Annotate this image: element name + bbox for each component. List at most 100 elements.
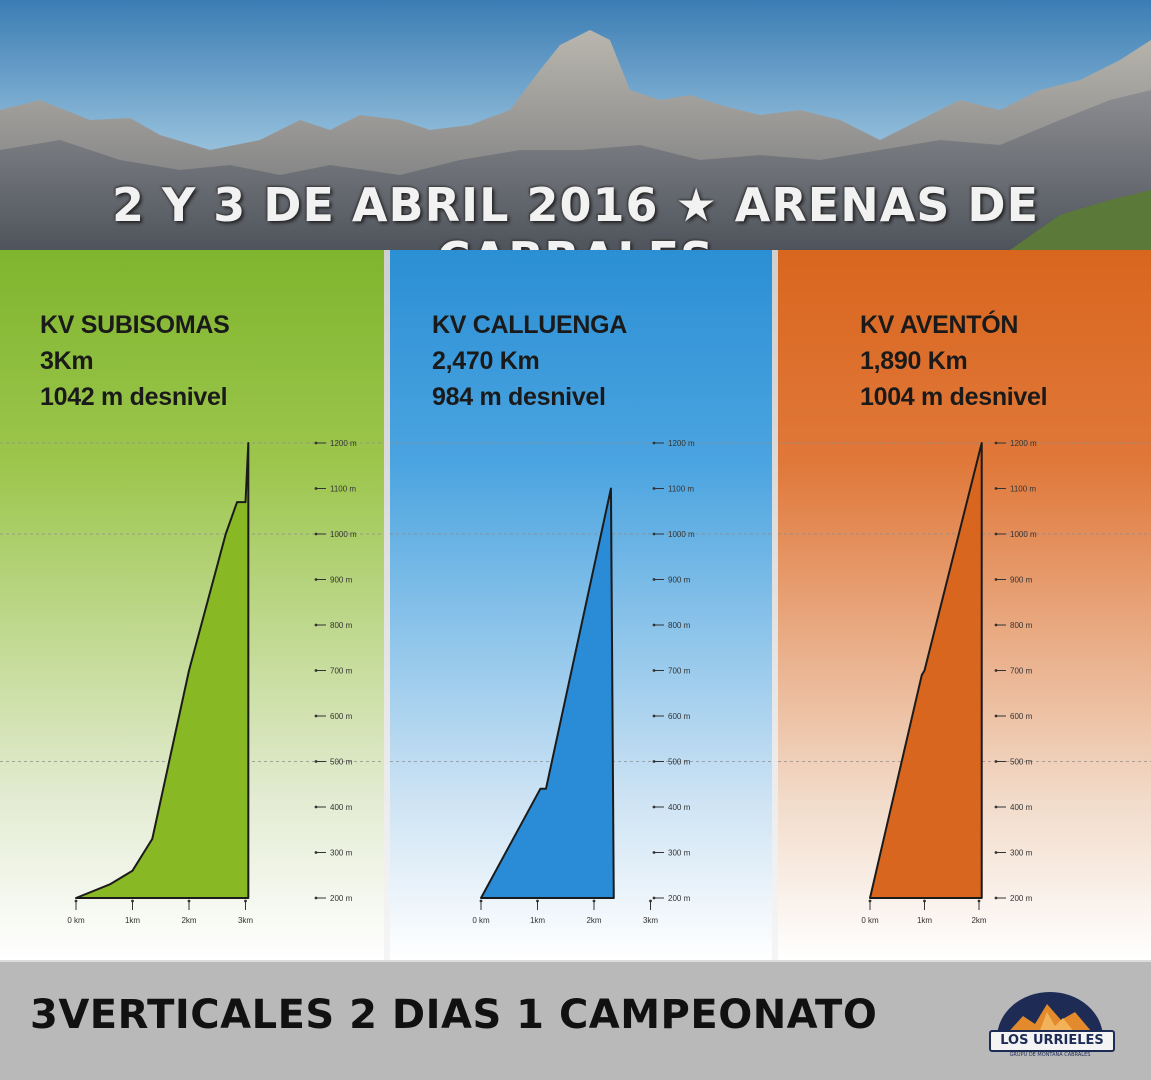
y-tick-dot [652, 441, 656, 445]
x-tick-label: 3km [238, 916, 253, 925]
y-tick-dot [994, 669, 998, 672]
x-tick-label: 0 km [472, 916, 490, 925]
race-elevation-gain: 1042 m desnivel [40, 383, 228, 411]
y-tick-dot [314, 578, 318, 581]
x-tick-dot [74, 899, 78, 903]
x-tick-dot [868, 899, 872, 903]
y-tick-label: 1200 m [1010, 439, 1037, 448]
y-tick-label: 1200 m [330, 439, 357, 448]
y-tick-dot [994, 578, 998, 581]
y-tick-dot [314, 669, 318, 672]
y-tick-label: 900 m [1010, 576, 1033, 585]
y-tick-label: 700 m [668, 667, 691, 676]
y-tick-dot [994, 896, 998, 900]
y-tick-dot [994, 805, 998, 809]
y-tick-label: 1100 m [330, 485, 356, 494]
x-tick-label: 3km [643, 916, 658, 925]
y-tick-dot [652, 896, 656, 900]
race-title: KV AVENTÓN [860, 311, 1019, 339]
y-tick-label: 1000 m [1010, 530, 1037, 539]
panel-aventon: 1200 m 1100 m 1000 m 900 m 800 m 700 m 600 m 50… [778, 250, 1151, 960]
y-tick-label: 600 m [668, 712, 691, 721]
y-tick-dot [994, 851, 998, 854]
panel-divider [772, 250, 778, 960]
y-tick-label: 600 m [1010, 712, 1033, 721]
elevation-profile-area [480, 487, 615, 899]
y-tick-dot [314, 896, 318, 900]
y-tick-dot [652, 532, 656, 536]
y-tick-dot [314, 532, 318, 536]
y-tick-label: 200 m [668, 894, 691, 903]
x-tick-label: 2km [586, 916, 601, 925]
y-tick-label: 1100 m [1010, 485, 1036, 494]
elevation-profile-area [869, 442, 983, 899]
y-tick-dot [994, 441, 998, 445]
hero-banner: 2 Y 3 DE ABRIL 2016 ★ ARENAS DE CABRALES [0, 0, 1151, 250]
x-tick-label: 1km [917, 916, 932, 925]
y-tick-dot [314, 623, 318, 627]
race-info-calluenga: KV CALLUENGA 2,470 Km 984 m desnivel [432, 307, 627, 415]
y-tick-label: 900 m [330, 576, 353, 585]
y-tick-dot [652, 487, 656, 490]
y-tick-label: 200 m [1010, 894, 1033, 903]
x-tick-label: 2km [181, 916, 196, 925]
y-tick-label: 600 m [330, 712, 353, 721]
y-tick-label: 1000 m [668, 530, 695, 539]
footer-bar: 3VERTICALES 2 DIAS 1 CAMPEONATO [0, 962, 1151, 1080]
x-tick-label: 1km [530, 916, 545, 925]
race-distance: 3Km [40, 347, 94, 375]
race-title: KV SUBISOMAS [40, 311, 230, 339]
y-tick-label: 500 m [668, 758, 691, 767]
x-tick-dot [479, 899, 483, 903]
event-title: 2 Y 3 DE ABRIL 2016 ★ ARENAS DE CABRALES [111, 178, 1040, 250]
x-tick-dot [977, 899, 981, 903]
x-tick-label: 1km [125, 916, 140, 925]
y-tick-label: 900 m [668, 576, 691, 585]
y-tick-dot [314, 851, 318, 854]
y-tick-dot [314, 805, 318, 809]
x-tick-dot [131, 899, 134, 903]
panel-subisomas: 1200 m 1100 m 1000 m 900 m 800 m 700 m 600 m 50… [0, 250, 384, 960]
y-tick-label: 400 m [668, 803, 691, 812]
y-tick-label: 500 m [330, 758, 353, 767]
y-tick-dot [994, 760, 998, 763]
x-tick-label: 0 km [67, 916, 85, 925]
y-tick-label: 1100 m [668, 485, 694, 494]
y-tick-dot [652, 760, 656, 763]
y-tick-dot [994, 714, 998, 718]
panel-calluenga: 1200 m 1100 m 1000 m 900 m 800 m 700 m 600 m 50… [390, 250, 772, 960]
y-tick-dot [314, 714, 318, 718]
x-tick-label: 0 km [861, 916, 879, 925]
y-tick-label: 300 m [1010, 849, 1033, 858]
y-tick-label: 1200 m [668, 439, 695, 448]
y-tick-dot [314, 487, 318, 490]
y-tick-dot [314, 760, 318, 763]
y-tick-label: 800 m [1010, 621, 1033, 630]
elevation-chart-aventon: 1200 m 1100 m 1000 m 900 m 800 m 700 m 600 m 50… [778, 439, 1151, 925]
club-logo: LOS URRIELES GRUPU DE MONTAÑA CABRALES [983, 990, 1117, 1070]
y-tick-label: 300 m [330, 849, 353, 858]
y-tick-dot [994, 487, 998, 490]
x-tick-dot [187, 899, 191, 903]
race-distance: 1,890 Km [860, 347, 968, 375]
race-title: KV CALLUENGA [432, 311, 628, 339]
y-tick-label: 1000 m [330, 530, 357, 539]
x-tick-dot [923, 899, 926, 903]
y-tick-label: 200 m [330, 894, 353, 903]
y-tick-label: 500 m [1010, 758, 1033, 767]
y-tick-dot [652, 623, 656, 627]
y-tick-label: 300 m [668, 849, 691, 858]
x-tick-dot [649, 899, 652, 903]
race-elevation-gain: 984 m desnivel [432, 383, 606, 411]
race-distance: 2,470 Km [432, 347, 540, 375]
race-elevation-gain: 1004 m desnivel [860, 383, 1048, 411]
y-tick-dot [314, 441, 318, 445]
x-tick-label: 2km [971, 916, 986, 925]
y-tick-label: 400 m [1010, 803, 1033, 812]
y-tick-dot [652, 851, 656, 854]
y-tick-dot [652, 805, 656, 809]
footer-tagline: 3VERTICALES 2 DIAS 1 CAMPEONATO [30, 992, 878, 1038]
race-info-aventon: KV AVENTÓN 1,890 Km 1004 m desnivel [860, 307, 1048, 415]
x-tick-dot [244, 899, 247, 903]
race-info-subisomas: KV SUBISOMAS 3Km 1042 m desnivel [40, 307, 230, 415]
